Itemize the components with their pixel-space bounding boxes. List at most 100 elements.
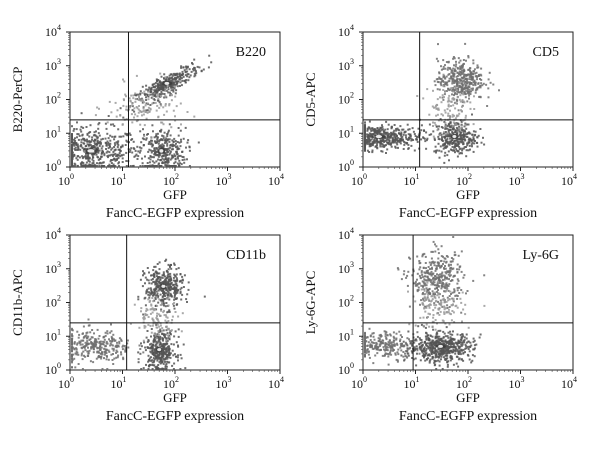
event-dot <box>154 308 156 310</box>
event-dot <box>147 143 150 145</box>
event-dot <box>103 341 106 344</box>
event-dot <box>416 331 419 334</box>
event-dot <box>474 81 477 84</box>
event-dot <box>171 86 174 89</box>
event-dot <box>169 285 172 288</box>
event-dot <box>167 159 169 161</box>
event-dot <box>440 101 443 104</box>
event-dot <box>468 76 471 78</box>
event-dot <box>137 150 140 153</box>
event-dot <box>142 107 145 110</box>
event-dot <box>459 94 462 97</box>
event-dot <box>381 124 383 127</box>
event-dot <box>186 70 189 73</box>
event-dot <box>99 140 102 143</box>
event-dot <box>479 73 482 76</box>
event-dot <box>438 335 441 338</box>
event-dot <box>186 75 189 78</box>
event-dot <box>453 288 456 291</box>
event-dot <box>81 343 84 346</box>
event-dot <box>364 128 366 131</box>
event-dot <box>158 268 161 271</box>
event-dot <box>162 348 165 351</box>
event-dot <box>460 311 463 314</box>
event-dot <box>164 297 167 300</box>
event-dot <box>139 348 142 350</box>
event-dot <box>164 342 167 345</box>
event-dot <box>80 112 83 115</box>
event-dot <box>164 314 167 317</box>
event-dot <box>390 134 393 137</box>
panel-label: CD5 <box>533 45 559 60</box>
event-dot <box>166 133 169 136</box>
event-dot <box>169 146 172 149</box>
event-dot <box>182 75 185 78</box>
event-dot <box>144 349 147 352</box>
event-dot <box>117 148 120 151</box>
event-dot <box>443 121 446 123</box>
event-dot <box>168 336 171 339</box>
event-dot <box>438 71 441 74</box>
event-dot <box>174 92 177 95</box>
event-dot <box>461 90 464 93</box>
event-dot <box>141 92 144 94</box>
event-dot <box>145 96 147 99</box>
event-dot <box>98 335 101 337</box>
event-dot <box>170 89 173 92</box>
event-dot <box>167 285 170 288</box>
event-dot <box>473 80 476 83</box>
event-dot <box>451 97 454 100</box>
event-dot <box>126 134 129 137</box>
event-dot <box>408 338 410 341</box>
event-dot <box>117 154 120 157</box>
event-dot <box>118 152 121 155</box>
event-dot <box>479 333 482 336</box>
event-dot <box>366 135 369 138</box>
event-dot <box>444 125 447 128</box>
event-dot <box>449 356 452 359</box>
event-dot <box>392 131 395 134</box>
event-dot <box>477 74 480 77</box>
event-dot <box>162 339 164 342</box>
event-dot <box>75 347 78 350</box>
event-dot <box>124 132 127 135</box>
event-dot <box>443 135 446 138</box>
event-dot <box>124 93 127 96</box>
event-dot <box>459 152 462 154</box>
event-dot <box>181 281 184 284</box>
event-dot <box>76 133 79 136</box>
event-dot <box>161 296 164 298</box>
event-dot <box>459 334 462 336</box>
event-dot <box>106 355 108 358</box>
event-dot <box>428 133 431 136</box>
event-dot <box>91 162 94 165</box>
event-dot <box>119 114 122 117</box>
event-dot <box>455 115 458 118</box>
event-dot <box>446 127 449 130</box>
event-dot <box>118 342 121 345</box>
event-dot <box>366 133 368 136</box>
event-dot <box>487 96 490 99</box>
event-dot <box>166 297 169 300</box>
event-dot <box>443 146 446 149</box>
event-dot <box>115 141 118 144</box>
event-dot <box>163 280 165 283</box>
event-dot <box>394 146 397 149</box>
event-dot <box>384 333 387 336</box>
event-dot <box>173 137 176 140</box>
event-dot <box>173 298 176 301</box>
event-dot <box>472 130 475 133</box>
event-dot <box>470 344 473 347</box>
event-dot <box>464 343 467 346</box>
event-dot <box>175 142 177 145</box>
population-2 <box>127 123 200 167</box>
event-dot <box>178 72 181 75</box>
event-dot <box>124 144 127 146</box>
event-dot <box>456 155 459 158</box>
event-dot <box>420 129 423 132</box>
event-dot <box>175 282 178 285</box>
event-dot <box>462 147 465 150</box>
event-dot <box>163 131 166 134</box>
event-dot <box>458 125 461 128</box>
x-axis-label: GFP <box>163 187 187 202</box>
